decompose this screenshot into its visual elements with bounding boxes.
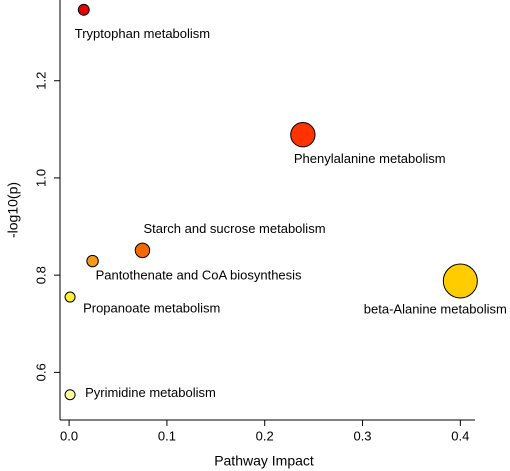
x-tick-label: 0.4 <box>451 428 469 443</box>
x-tick-label: 0.3 <box>353 428 371 443</box>
point <box>134 242 151 259</box>
point <box>442 263 478 299</box>
point-label: Starch and sucrose metabolism <box>143 221 325 236</box>
y-axis-label: -log10(p) <box>5 182 21 238</box>
x-tick-label: 0.1 <box>158 428 176 443</box>
point-label: Phenylalanine metabolism <box>294 151 446 166</box>
point <box>77 3 90 16</box>
point-label: Pyrimidine metabolism <box>85 385 216 400</box>
point <box>290 122 316 148</box>
point <box>64 389 76 401</box>
y-tick-label: 0.8 <box>33 266 48 284</box>
point-label: beta-Alanine metabolism <box>364 301 507 316</box>
x-axis-label: Pathway Impact <box>214 453 314 469</box>
point-label: Propanoate metabolism <box>83 300 220 315</box>
y-tick-label: 0.6 <box>33 363 48 381</box>
x-tick-label: 0.0 <box>60 428 78 443</box>
x-tick-label: 0.2 <box>256 428 274 443</box>
point <box>64 291 76 303</box>
point <box>86 254 99 268</box>
y-tick-label: 1.0 <box>33 169 48 187</box>
point-label: Tryptophan metabolism <box>75 26 210 41</box>
y-tick-label: 1.2 <box>33 72 48 90</box>
point-label: Pantothenate and CoA biosynthesis <box>96 268 302 283</box>
